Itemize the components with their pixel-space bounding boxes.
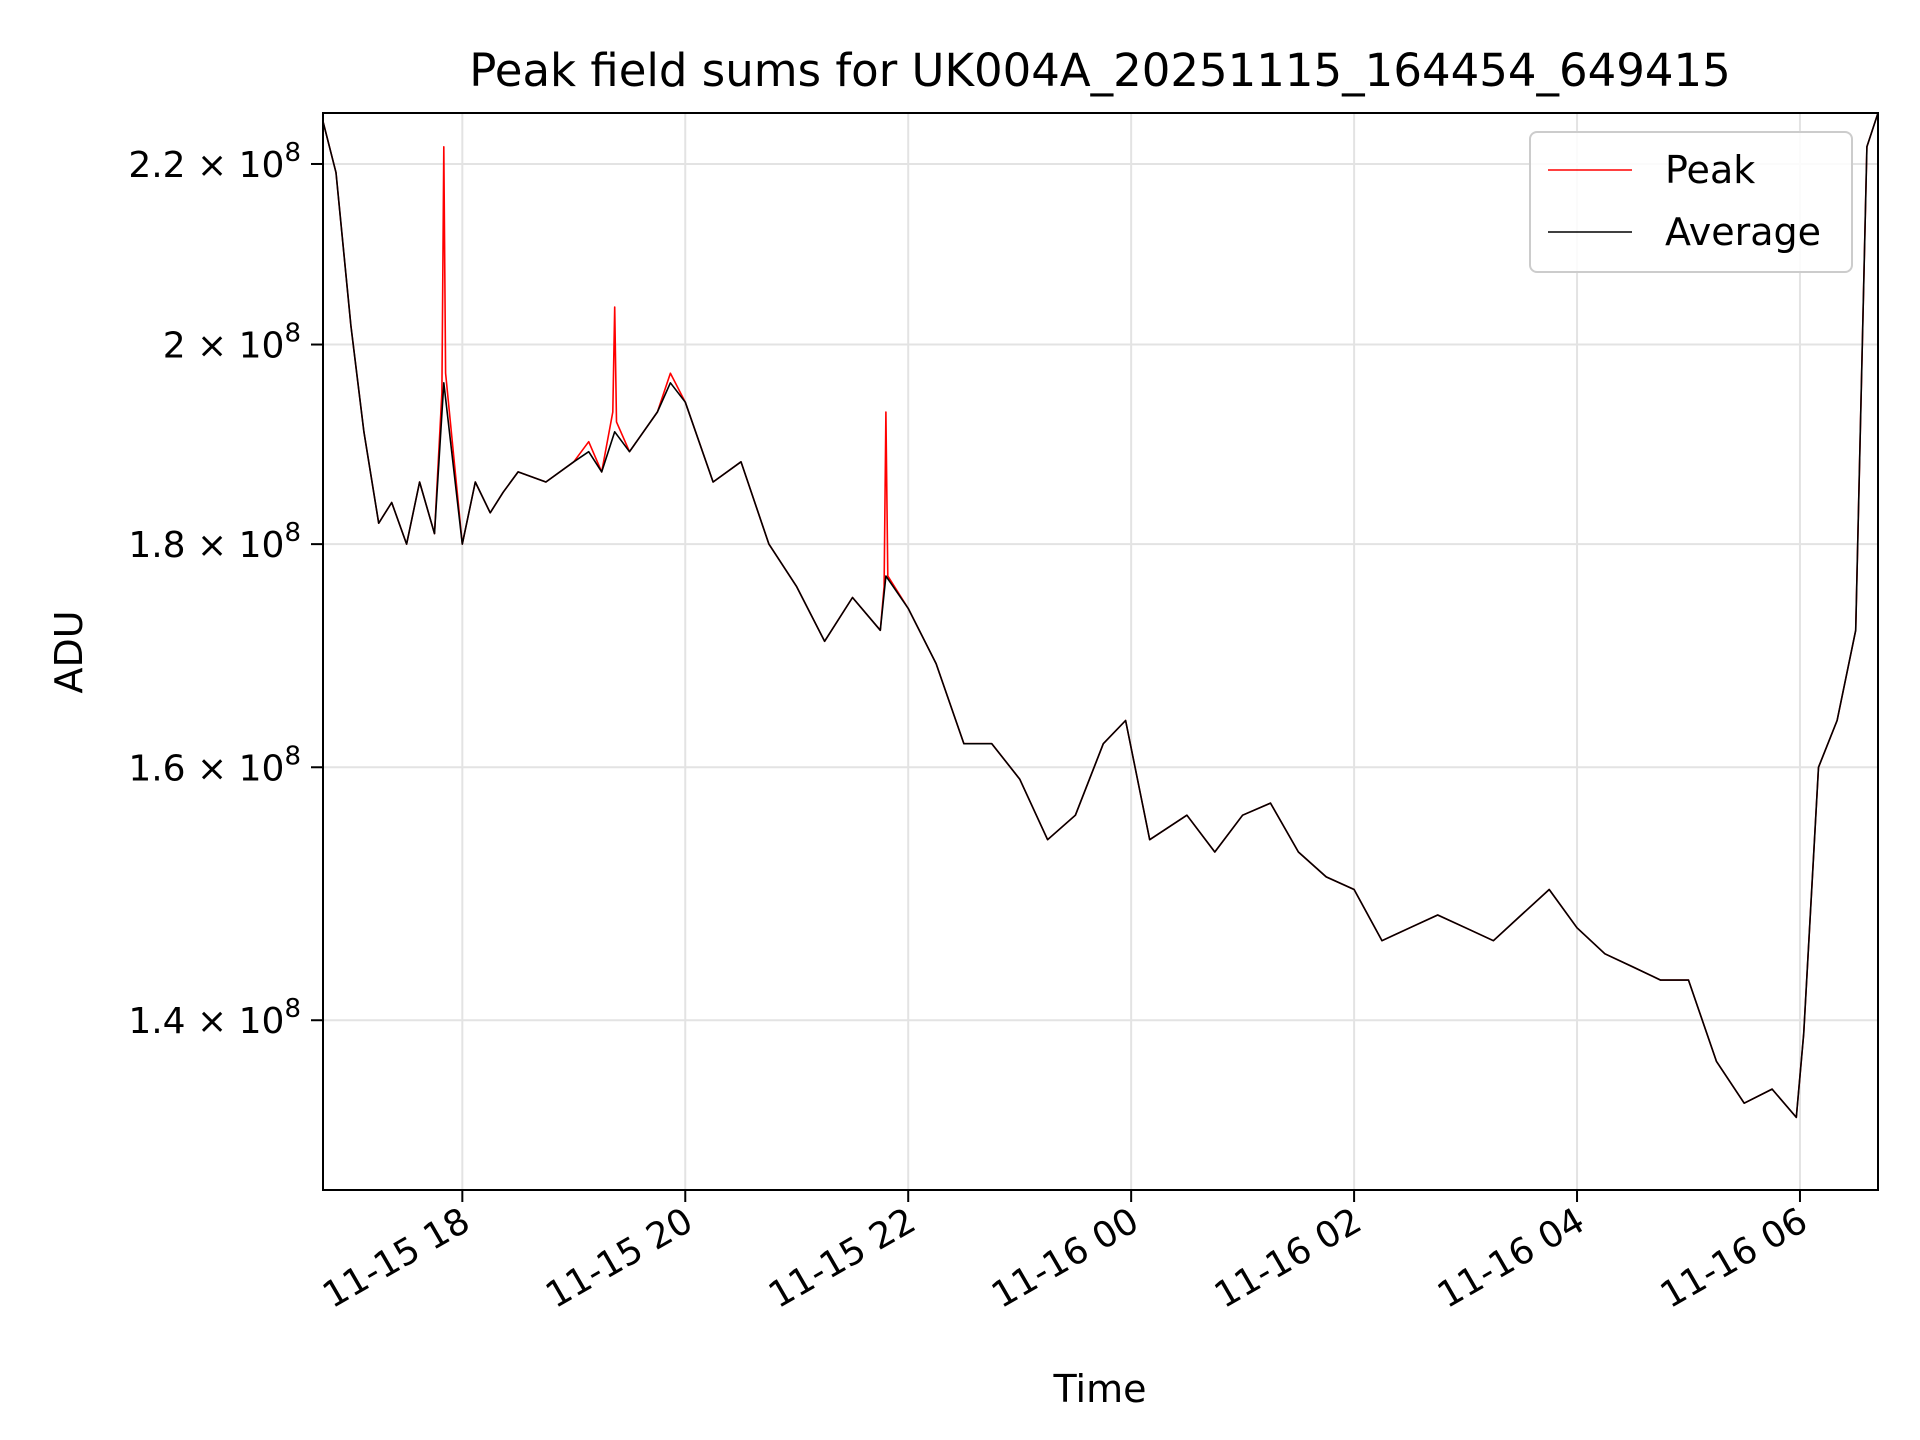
- series-layer: [322, 112, 1879, 1119]
- legend-box: [1529, 131, 1853, 273]
- y-tick-label: 1.4 × 108: [128, 994, 301, 1042]
- chart-title: Peak field sums for UK004A_20251115_1644…: [469, 44, 1731, 97]
- x-axis-label: Time: [1053, 1367, 1147, 1411]
- legend-label-average: Average: [1665, 210, 1821, 254]
- y-tick-label: 1.8 × 108: [128, 518, 301, 566]
- plot-frame: [322, 112, 1879, 1191]
- y-axis: 1.4 × 108 1.6 × 108 1.8 × 108 2 × 108 2.2 × …: [128, 138, 323, 1042]
- legend-label-peak: Peak: [1665, 148, 1755, 192]
- y-tick-label: 1.6 × 108: [128, 741, 301, 789]
- y-tick-label: 2 × 108: [163, 319, 301, 367]
- legend: Peak Average: [1529, 131, 1853, 273]
- y-axis-label: ADU: [47, 610, 91, 693]
- series-line-average: [322, 112, 1879, 1119]
- gridlines: [323, 113, 1878, 1190]
- y-tick-label: 2.2 × 108: [128, 138, 301, 186]
